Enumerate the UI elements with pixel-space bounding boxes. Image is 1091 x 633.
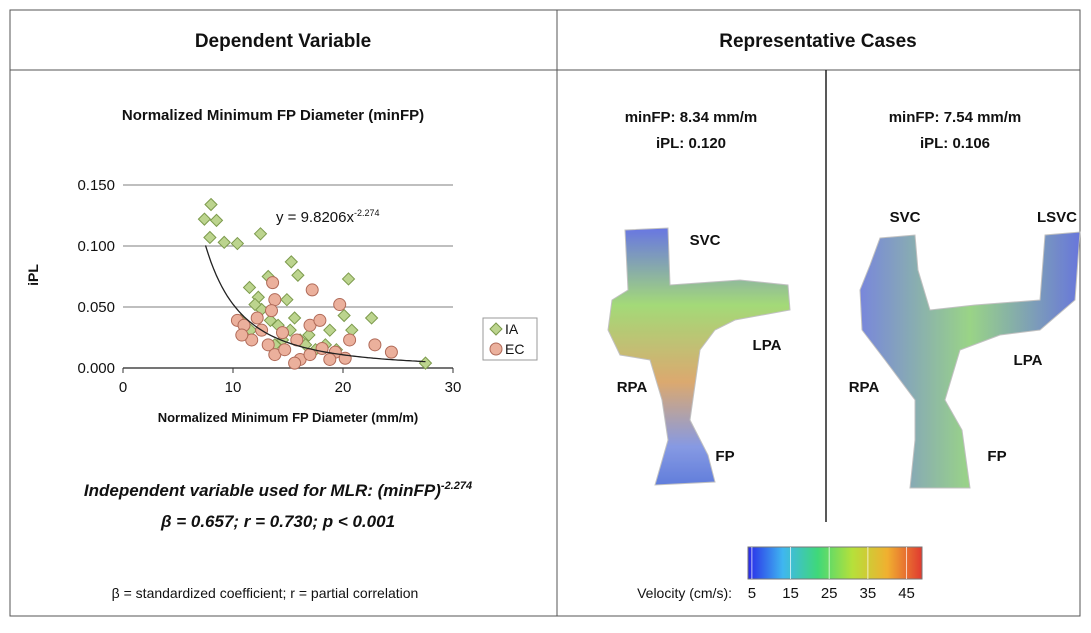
equation-base: y = 9.8206x [276,209,354,226]
case-ipl: iPL: 0.120 [656,135,726,152]
vessel-label: RPA [849,379,880,396]
point [364,311,379,325]
point [287,311,302,325]
mlr-text: Independent variable used for MLR: (minF… [84,480,472,500]
point [248,297,262,312]
point [384,345,398,359]
point [261,338,275,352]
point [235,328,249,342]
legend-marker [489,322,503,336]
point [278,343,292,357]
point [291,268,305,282]
vessel-rendering [607,227,1081,489]
point [368,338,382,352]
case-ipl: iPL: 0.106 [920,135,990,152]
y-tick-label: 0.000 [77,360,115,377]
vessel-label: RPA [617,379,648,396]
point [288,356,302,370]
legend-label: IA [505,321,519,337]
y-tick-label: 0.100 [77,238,115,255]
legend-label: EC [505,341,524,357]
point [323,352,337,366]
point [204,197,218,212]
colorbar-tick-label: 25 [821,585,838,602]
y-axis-label: iPL [25,264,41,286]
x-tick-label: 20 [335,379,352,396]
point [217,235,231,250]
point [276,326,289,340]
vessel-label: LPA [753,337,782,354]
legend-marker [489,342,503,356]
mlr-stats: β = 0.657; r = 0.730; p < 0.001 [160,512,395,531]
header: Representative Cases [719,31,917,52]
colorbar-label: Velocity (cm/s): [637,585,732,601]
legend: IA EC [489,321,524,357]
equation-exponent: -2.274 [354,208,380,218]
header: Dependent Variable [195,31,371,52]
vessel [859,231,1081,489]
point [203,230,217,245]
point [230,236,245,251]
point [280,292,294,307]
point [337,308,351,323]
colorbar-tick-label: 35 [860,585,877,602]
colorbar-tick-label: 15 [782,585,799,602]
point [341,272,356,286]
point [284,255,299,269]
point [209,213,224,228]
point [242,280,257,295]
point [265,304,278,318]
point [302,328,316,342]
point [250,311,264,325]
chart-title: Normalized Minimum FP Diameter (minFP) [122,107,424,124]
vessel-label: FP [715,448,734,465]
y-tick-label: 0.150 [77,177,115,194]
mlr-base: Independent variable used for MLR: (minF… [84,481,441,500]
point [333,298,347,312]
point [268,293,282,307]
footnote: β = standardized coefficient; r = partia… [112,585,419,601]
colorbar [747,546,923,580]
point [343,333,357,347]
colorbar-tick-label: 45 [898,585,915,602]
trend-line [204,245,426,363]
vessel-label: LSVC [1037,209,1077,226]
frame [9,9,1081,617]
point [313,313,327,327]
mlr-exponent: -2.274 [441,480,472,492]
x-axis-label: Normalized Minimum FP Diameter (mm/m) [158,410,419,425]
case-minfp: minFP: 8.34 mm/m [625,109,758,126]
x-tick-label: 0 [119,379,127,396]
x-tick-label: 10 [225,379,242,396]
x-tick-label: 30 [445,379,462,396]
point [418,356,433,370]
colorbar-tick-label: 5 [748,585,756,602]
vessel-label: SVC [890,209,921,226]
point [197,212,212,226]
vessel [607,227,791,486]
point [266,276,280,290]
colorbar-ticks: 5 15 25 35 45 [748,547,915,602]
equation: y = 9.8206x-2.274 [276,208,380,226]
point [253,227,268,241]
y-tick-label: 0.050 [77,299,115,316]
case-minfp: minFP: 7.54 mm/m [889,109,1022,126]
point [323,323,337,337]
point [305,283,319,297]
vessel-label: SVC [690,232,721,249]
vessel-label: FP [987,448,1006,465]
vessel-label: LPA [1014,352,1043,369]
